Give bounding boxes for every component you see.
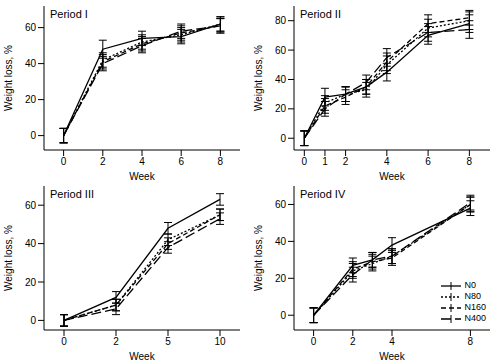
svg-text:20: 20 xyxy=(275,103,287,114)
svg-text:0: 0 xyxy=(30,130,36,141)
svg-text:Weight loss, %: Weight loss, % xyxy=(8,225,14,291)
svg-text:4: 4 xyxy=(139,156,145,167)
svg-text:0: 0 xyxy=(61,156,67,167)
html-text:Period I: Period I xyxy=(50,8,88,20)
svg-text:0: 0 xyxy=(302,156,308,167)
svg-text:0: 0 xyxy=(311,336,317,347)
svg-text:60: 60 xyxy=(25,22,37,33)
svg-text:40: 40 xyxy=(25,58,37,69)
svg-text:Week: Week xyxy=(379,351,405,360)
svg-text:Week: Week xyxy=(129,351,155,360)
html-text:N160: N160 xyxy=(464,302,486,312)
svg-text:40: 40 xyxy=(275,236,287,247)
svg-text:2: 2 xyxy=(343,156,349,167)
svg-text:Weight loss, %: Weight loss, % xyxy=(8,45,14,111)
svg-text:20: 20 xyxy=(275,273,287,284)
svg-text:80: 80 xyxy=(275,15,287,26)
svg-text:1: 1 xyxy=(322,156,328,167)
svg-text:Week: Week xyxy=(129,171,155,180)
html-text:Period II: Period II xyxy=(300,8,341,20)
svg-text:40: 40 xyxy=(275,74,287,85)
html-text:Period IV: Period IV xyxy=(300,188,346,200)
svg-text:20: 20 xyxy=(25,94,37,105)
html-text:N400: N400 xyxy=(464,313,486,323)
svg-text:Week: Week xyxy=(379,171,405,180)
svg-text:60: 60 xyxy=(25,200,37,211)
svg-text:0: 0 xyxy=(280,310,286,321)
html-text:N0: N0 xyxy=(464,280,476,290)
html-text:N80: N80 xyxy=(464,291,481,301)
svg-text:60: 60 xyxy=(275,199,287,210)
svg-text:2: 2 xyxy=(350,336,356,347)
svg-text:6: 6 xyxy=(178,156,184,167)
svg-text:6: 6 xyxy=(425,156,431,167)
svg-text:2: 2 xyxy=(100,156,106,167)
svg-text:8: 8 xyxy=(467,156,473,167)
svg-text:Weight loss, %: Weight loss, % xyxy=(253,225,264,291)
svg-text:60: 60 xyxy=(275,45,287,56)
svg-text:Weight loss, %: Weight loss, % xyxy=(253,45,264,111)
svg-text:20: 20 xyxy=(25,277,37,288)
svg-text:2: 2 xyxy=(113,336,119,347)
svg-text:5: 5 xyxy=(165,336,171,347)
svg-text:0: 0 xyxy=(61,336,67,347)
svg-text:10: 10 xyxy=(214,336,226,347)
svg-text:8: 8 xyxy=(218,156,224,167)
svg-text:0: 0 xyxy=(30,315,36,326)
svg-text:8: 8 xyxy=(468,336,474,347)
svg-text:4: 4 xyxy=(384,156,390,167)
svg-text:40: 40 xyxy=(25,238,37,249)
svg-text:4: 4 xyxy=(389,336,395,347)
svg-text:0: 0 xyxy=(280,133,286,144)
html-text:Period III: Period III xyxy=(50,188,94,200)
